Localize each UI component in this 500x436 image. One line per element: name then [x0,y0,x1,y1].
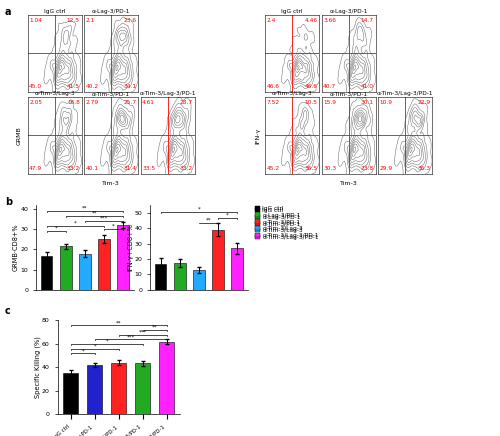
Bar [193,270,204,290]
Text: 4.61: 4.61 [142,99,155,105]
Text: 10.5: 10.5 [304,99,318,105]
Title: IgG ctrl: IgG ctrl [281,9,303,14]
Y-axis label: Specific Killing (%): Specific Killing (%) [34,337,40,398]
Text: 33.2: 33.2 [67,166,80,171]
Bar [154,264,166,290]
Text: 33.2: 33.2 [180,166,193,171]
Legend: IgG ctrl, α-Lag-3/PD-1, α-Tim-3/PD-1, α-Tim-3/Lag-3, α-Tim-3/Lag-3/PD-1: IgG ctrl, α-Lag-3/PD-1, α-Tim-3/PD-1, α-… [256,206,319,238]
Text: 7.52: 7.52 [266,99,280,105]
Text: a: a [5,7,12,17]
Text: 23.8: 23.8 [361,166,374,171]
Title: α-Tim-3/Lag-3: α-Tim-3/Lag-3 [272,91,312,96]
Text: 36.3: 36.3 [418,166,430,171]
Title: IgG ctrl: IgG ctrl [44,9,65,14]
Bar [64,373,78,414]
Text: 30.3: 30.3 [323,166,336,171]
Bar [136,363,150,414]
Bar [174,263,186,290]
Bar [88,365,102,414]
Bar [60,246,72,290]
Title: α-Tim-3/PD-1: α-Tim-3/PD-1 [330,91,368,96]
Title: α-Tim-3/PD-1: α-Tim-3/PD-1 [92,91,130,96]
Bar [98,239,110,290]
Text: *: * [74,221,76,226]
Text: 46.6: 46.6 [304,84,318,89]
Text: *: * [112,224,115,229]
Text: 23.6: 23.6 [124,17,136,23]
Text: 2.05: 2.05 [29,99,42,105]
Text: **: ** [116,320,121,325]
Text: *: * [82,348,84,353]
Y-axis label: IFN-γ+CD8+%: IFN-γ+CD8+% [127,224,133,271]
Legend: IgG ctrl, α-Lag-3/PD-1, α-Tim-3/PD-1, α-Tim-3/Lag-3, α-Tim-3/Lag-3/PD-1: IgG ctrl, α-Lag-3/PD-1, α-Tim-3/PD-1, α-… [256,208,319,240]
Text: **: ** [82,206,87,211]
Text: 36.5: 36.5 [304,166,318,171]
Text: ***: *** [138,330,147,334]
Bar [160,341,174,414]
Bar [40,255,52,290]
Bar [79,253,90,290]
Text: 40.1: 40.1 [86,166,98,171]
Title: α-Tim-3/Lag-3: α-Tim-3/Lag-3 [34,91,75,96]
Text: 29.9: 29.9 [380,166,392,171]
Bar [212,230,224,290]
Text: 30.1: 30.1 [361,99,374,105]
Title: α-Lag-3/PD-1: α-Lag-3/PD-1 [330,9,368,14]
Text: 14.7: 14.7 [361,17,374,23]
Text: 46.6: 46.6 [266,84,280,89]
Text: *: * [106,339,108,344]
Text: 2.79: 2.79 [86,99,98,105]
Text: 41.5: 41.5 [67,84,80,89]
Text: 40.2: 40.2 [86,84,98,89]
Text: 2.1: 2.1 [86,17,95,23]
Text: 16.8: 16.8 [67,99,80,105]
Text: **: ** [206,218,211,222]
Text: **: ** [92,211,97,216]
Text: 4.46: 4.46 [304,17,318,23]
Text: *: * [226,213,229,218]
Text: c: c [5,306,11,316]
Text: 31.4: 31.4 [124,166,136,171]
Text: *: * [54,226,58,231]
Text: Tim-3: Tim-3 [340,181,357,186]
Text: GRMB: GRMB [16,126,21,145]
Text: Tim-3: Tim-3 [102,181,120,186]
Text: **: ** [152,325,158,330]
Text: *: * [94,344,96,349]
Text: 45.0: 45.0 [29,84,42,89]
Title: α-Tim-3/Lag-3/PD-1: α-Tim-3/Lag-3/PD-1 [377,91,433,96]
Y-axis label: GRMB·CD8+%: GRMB·CD8+% [13,224,19,271]
Text: 28.7: 28.7 [180,99,193,105]
Text: 22.9: 22.9 [418,99,430,105]
Text: 45.2: 45.2 [266,166,280,171]
Text: 12.5: 12.5 [67,17,80,23]
Bar [112,363,126,414]
Text: 33.5: 33.5 [142,166,155,171]
Text: 10.9: 10.9 [380,99,392,105]
Text: ***: *** [100,216,108,221]
Title: α-Tim-3/Lag-3/PD-1: α-Tim-3/Lag-3/PD-1 [139,91,196,96]
Text: 41.0: 41.0 [361,84,374,89]
Title: α-Lag-3/PD-1: α-Lag-3/PD-1 [92,9,130,14]
Text: 34.1: 34.1 [124,84,136,89]
Text: 47.9: 47.9 [29,166,42,171]
Text: 40.7: 40.7 [323,84,336,89]
Bar [231,248,243,290]
Text: 2.4: 2.4 [266,17,276,23]
Text: 25.7: 25.7 [124,99,136,105]
Text: 3.66: 3.66 [323,17,336,23]
Text: *: * [198,207,200,212]
Text: b: b [5,197,12,207]
Text: IFN-γ: IFN-γ [255,127,260,143]
Text: 1.04: 1.04 [29,17,42,23]
Text: 15.9: 15.9 [323,99,336,105]
Bar [117,225,129,290]
Text: ***: *** [126,334,135,339]
